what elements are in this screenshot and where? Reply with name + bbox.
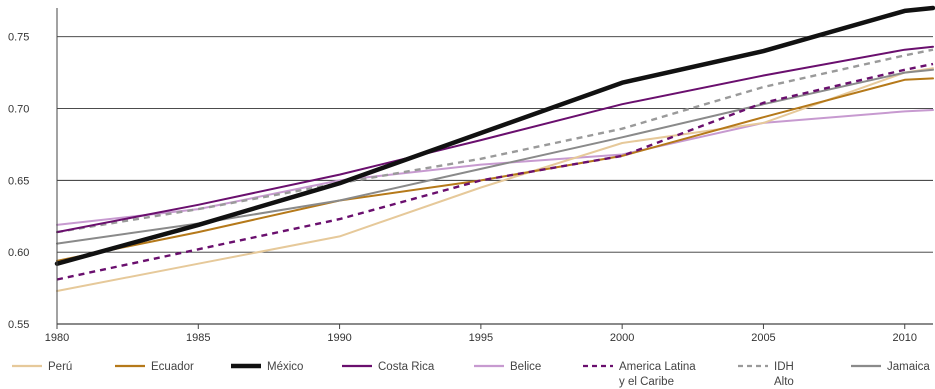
x-tick-label: 2010 (892, 332, 916, 344)
legend-label-ecuador: Ecuador (151, 361, 194, 373)
legend-label-costa-rica: Costa Rica (378, 361, 435, 373)
y-tick-label: 0.70 (8, 104, 29, 116)
series-lines (54, 5, 935, 292)
y-tick-label: 0.55 (8, 319, 29, 331)
y-axis: 0.55 0.60 0.65 0.70 0.75 (8, 8, 58, 331)
series-line-idh-alto (56, 48, 934, 234)
series-line-ecuador (56, 77, 934, 262)
x-tick-label: 2000 (610, 332, 634, 344)
y-tick-label: 0.75 (8, 32, 29, 44)
series-line-peru (56, 67, 934, 292)
series-line-costa-rica (56, 45, 934, 234)
legend-label-mexico: México (267, 361, 303, 373)
x-axis: 1980 1985 1990 1995 2000 2005 2010 (45, 324, 917, 344)
legend-label-jamaica: Jamaica (887, 361, 930, 373)
y-tick-label: 0.60 (8, 247, 29, 259)
x-tick-label: 1985 (186, 332, 210, 344)
x-tick-label: 1990 (327, 332, 351, 344)
legend-label-idh-alto: IDH Alto (774, 361, 794, 388)
y-tick-label: 0.65 (8, 175, 29, 187)
grid (57, 36, 933, 325)
series-line-mexico (54, 5, 935, 266)
x-tick-label: 1995 (469, 332, 493, 344)
legend-label-america-latina-y-el-caribe: America Latina y el Caribe (619, 361, 696, 388)
x-tick-label: 1980 (45, 332, 69, 344)
legend: Perú Ecuador México Costa Rica Belice America… (12, 361, 930, 388)
series-line-america-latina-y-el-caribe (56, 62, 934, 281)
x-tick-label: 2005 (751, 332, 775, 344)
legend-label-peru: Perú (48, 361, 72, 373)
legend-label-belice: Belice (510, 361, 541, 373)
